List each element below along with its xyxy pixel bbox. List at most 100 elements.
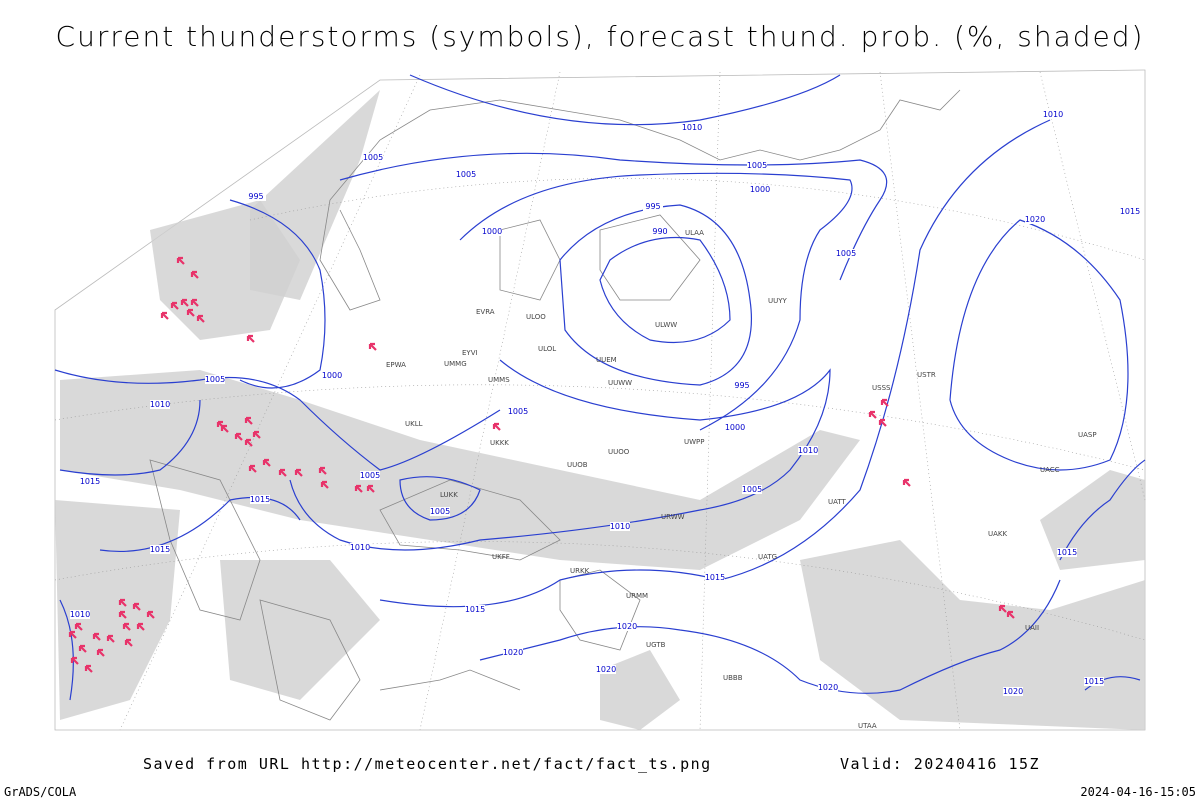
isobar	[54, 369, 501, 471]
isobar-label: 1010	[682, 123, 702, 132]
isobar-label: 995	[248, 192, 263, 201]
label-mask	[250, 495, 270, 504]
isobar-label: 1005	[742, 485, 762, 494]
isobar	[229, 199, 326, 389]
isobar-label: 1000	[750, 185, 770, 194]
isobar	[409, 74, 841, 126]
thunderstorm-symbol	[186, 308, 195, 317]
station-code: UATT	[828, 498, 847, 506]
isobar-label: 1005	[360, 471, 380, 480]
station-code: UATG	[758, 553, 777, 561]
thunderstorm-symbol	[248, 464, 257, 473]
station-code: UAII	[1025, 624, 1039, 632]
isobar-label: 1005	[430, 507, 450, 516]
label-mask	[150, 545, 170, 554]
shade-area	[800, 540, 1145, 730]
station-code: EYVI	[462, 349, 478, 357]
label-mask	[246, 192, 266, 201]
label-mask	[705, 573, 725, 582]
thunderstorm-symbol	[492, 422, 501, 431]
label-mask	[643, 202, 663, 211]
thunderstorm-symbol	[244, 438, 253, 447]
station-code: USSS	[872, 384, 891, 392]
isobar	[1084, 676, 1141, 691]
label-mask	[732, 381, 752, 390]
coastlines	[149, 89, 961, 721]
isobar	[99, 496, 301, 553]
isobar-label: 1020	[617, 622, 637, 631]
isobar	[479, 579, 1061, 694]
parallel	[54, 541, 1146, 641]
label-mask	[1043, 110, 1063, 119]
label-mask	[1003, 687, 1023, 696]
thunderstorm-symbol	[902, 478, 911, 487]
thunderstorm-symbol	[320, 480, 329, 489]
label-mask	[456, 170, 476, 179]
software: GrADS/COLA	[4, 785, 77, 799]
station-code: UKKK	[490, 439, 509, 447]
thunderstorm-symbol	[880, 398, 889, 407]
thunderstorm-symbol	[190, 270, 199, 279]
station-code: EPWA	[386, 361, 406, 369]
station-code: UUOB	[567, 461, 588, 469]
label-mask	[503, 648, 523, 657]
label-mask	[750, 185, 770, 194]
label-mask	[70, 610, 90, 619]
isobar-label: 1000	[482, 227, 502, 236]
isobar-label: 1010	[350, 543, 370, 552]
label-mask	[350, 543, 370, 552]
label-mask	[465, 605, 485, 614]
station-code: UKLL	[405, 420, 423, 428]
shade-area	[220, 560, 380, 700]
meridian	[879, 71, 961, 731]
shade-area	[60, 370, 860, 570]
station-code: UAKK	[988, 530, 1008, 538]
thunderstorm-symbol	[244, 416, 253, 425]
label-mask	[508, 407, 528, 416]
label-mask	[682, 123, 702, 132]
thunderstorm-symbol	[246, 334, 255, 343]
isobar-label: 1015	[1084, 677, 1104, 686]
thunderstorm-symbol	[190, 298, 199, 307]
isobar-label: 995	[734, 381, 749, 390]
station-code: UBBB	[723, 674, 743, 682]
thunderstorm-symbol	[92, 632, 101, 641]
isobar-label: 1015	[250, 495, 270, 504]
coastline	[559, 569, 641, 651]
thunderstorm-symbol	[132, 602, 141, 611]
station-code: UUEM	[596, 356, 617, 364]
station-code: USTR	[917, 371, 936, 379]
thunderstorm-symbol	[118, 598, 127, 607]
station-code: UUYY	[768, 297, 788, 305]
station-code: ULWW	[655, 321, 677, 329]
station-code: LUKK	[440, 491, 458, 499]
isobar	[59, 599, 74, 701]
isobar-label: 1015	[705, 573, 725, 582]
isobar-label: 1005	[747, 161, 767, 170]
thunderstorm-symbol	[262, 458, 271, 467]
isobar-label: 1020	[818, 683, 838, 692]
isobar	[379, 119, 1051, 608]
thunderstorm-symbol	[70, 656, 79, 665]
thunderstorm-symbol	[96, 648, 105, 657]
isobar-label: 1005	[508, 407, 528, 416]
label-mask	[650, 227, 670, 236]
isobar	[339, 152, 888, 281]
coastline	[499, 219, 561, 301]
thunderstorm-symbol	[84, 664, 93, 673]
title: Current thunderstorms (symbols), forecas…	[56, 20, 1145, 53]
meridian	[419, 71, 561, 731]
label-mask	[1025, 215, 1045, 224]
station-code: ULAA	[685, 229, 704, 237]
thunderstorm-symbol	[878, 418, 887, 427]
thunderstorm-symbol	[170, 301, 179, 310]
thunderstorm-symbol	[354, 484, 363, 493]
label-mask	[363, 153, 383, 162]
station-code: URWW	[661, 513, 685, 521]
isobar-label: 990	[652, 227, 667, 236]
label-mask	[818, 683, 838, 692]
thunderstorm-symbol	[868, 410, 877, 419]
coastline	[259, 599, 361, 721]
label-mask	[1120, 207, 1140, 216]
source-url: Saved from URL http://meteocenter.net/fa…	[143, 755, 712, 773]
